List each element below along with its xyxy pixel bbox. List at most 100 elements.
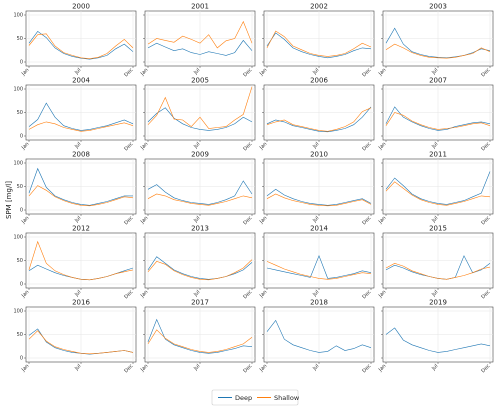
y-axis-label: SPM [mg/l]: [5, 181, 13, 219]
panel-2012: 2012 0 50 100 Jan Jul Dec: [13, 225, 137, 300]
x-tick-label: Dec: [480, 215, 491, 226]
x-tick-label: Jul: [430, 363, 439, 372]
y-tick-label: 100: [13, 161, 23, 167]
x-tick-label: Jan: [20, 215, 30, 225]
panel-title: 2011: [429, 151, 447, 159]
panel-2016: 2016 0 50 100 Jan Jul Dec: [13, 299, 137, 374]
panel-2007: 2007 Jan Jul Dec: [377, 77, 494, 152]
x-tick-label: Jan: [377, 67, 387, 77]
panel-2002: 2002 Jan Jul Dec: [258, 3, 375, 78]
x-tick-label: Jan: [258, 67, 268, 77]
x-tick-label: Jan: [377, 289, 387, 299]
series-shallow-line: [266, 261, 372, 280]
series-shallow-line: [28, 33, 134, 60]
x-tick-label: Dec: [123, 363, 134, 374]
y-tick-label: 0: [20, 356, 23, 362]
series-deep-line: [266, 106, 372, 133]
series-deep-line: [266, 254, 372, 279]
panel-title: 2016: [72, 299, 90, 307]
x-tick-label: Dec: [123, 215, 134, 226]
x-tick-label: Jul: [311, 67, 320, 76]
series-deep-line: [385, 27, 491, 59]
x-tick-label: Jul: [430, 215, 439, 224]
series-shallow-line: [266, 107, 372, 132]
x-tick-label: Jan: [258, 215, 268, 225]
panel-title: 2013: [191, 225, 209, 233]
x-tick-label: Dec: [480, 363, 491, 374]
series-shallow-line: [266, 193, 372, 207]
panel-title: 2005: [191, 77, 209, 85]
x-tick-label: Dec: [361, 141, 372, 152]
x-tick-label: Jan: [139, 141, 149, 151]
x-tick-label: Jan: [258, 363, 268, 373]
panel-title: 2008: [72, 151, 90, 159]
panel-title: 2018: [310, 299, 328, 307]
x-tick-label: Dec: [480, 67, 491, 78]
series-deep-line: [28, 102, 134, 131]
x-tick-label: Dec: [242, 215, 253, 226]
x-tick-label: Dec: [123, 67, 134, 78]
series-deep-line: [385, 106, 491, 131]
x-tick-label: Jul: [73, 363, 82, 372]
x-tick-label: Jan: [258, 141, 268, 151]
panel-2006: 2006 Jan Jul Dec: [258, 77, 375, 152]
x-tick-label: Jul: [311, 289, 320, 298]
x-tick-label: Jul: [192, 141, 201, 150]
series-deep-line: [385, 171, 491, 205]
series-shallow-line: [385, 43, 491, 59]
x-tick-label: Jul: [430, 289, 439, 298]
series-shallow-line: [147, 259, 253, 281]
panels-grid: 2000 0 50 100 Jan Jul Dec 2001 Jan Jul Dec 2002 Jan J…: [13, 3, 494, 374]
panel-2009: 2009 Jan Jul Dec: [139, 151, 256, 226]
panel-2008: 2008 0 50 100 Jan Jul Dec: [13, 151, 137, 226]
panel-2010: 2010 Jan Jul Dec: [258, 151, 375, 226]
x-tick-label: Jul: [73, 215, 82, 224]
panel-2015: 2015 Jan Jul Dec: [377, 225, 494, 300]
panel-2005: 2005 Jan Jul Dec: [139, 77, 256, 152]
y-tick-label: 100: [13, 87, 23, 93]
panel-title: 2007: [429, 77, 447, 85]
series-deep-line: [147, 256, 253, 280]
x-tick-label: Jan: [258, 289, 268, 299]
x-tick-label: Jan: [377, 363, 387, 373]
series-deep-line: [266, 188, 372, 206]
panel-title: 2004: [72, 77, 90, 85]
series-deep-line: [28, 30, 134, 60]
series-shallow-line: [147, 329, 253, 353]
series-shallow-line: [147, 20, 253, 49]
x-tick-label: Jan: [20, 289, 30, 299]
series-shallow-line: [147, 193, 253, 206]
x-tick-label: Dec: [242, 363, 253, 374]
panel-2017: 2017 Jan Jul Dec: [139, 299, 256, 374]
series-deep-line: [147, 107, 253, 131]
x-tick-label: Dec: [361, 215, 372, 226]
x-tick-label: Jan: [20, 141, 30, 151]
x-tick-label: Dec: [242, 67, 253, 78]
panel-title: 2003: [429, 3, 447, 11]
x-tick-label: Jan: [377, 215, 387, 225]
legend-frame: [211, 389, 299, 406]
y-tick-label: 0: [20, 134, 23, 140]
x-tick-label: Jul: [311, 215, 320, 224]
x-tick-label: Jul: [192, 67, 201, 76]
x-tick-label: Jul: [192, 363, 201, 372]
series-shallow-line: [28, 240, 134, 281]
series-shallow-line: [385, 181, 491, 206]
panel-title: 2012: [72, 225, 90, 233]
x-tick-label: Jul: [73, 67, 82, 76]
x-tick-label: Jul: [311, 363, 320, 372]
x-tick-label: Jul: [311, 141, 320, 150]
series-deep-line: [28, 167, 133, 206]
x-tick-label: Jan: [139, 289, 149, 299]
x-tick-label: Jul: [430, 141, 439, 150]
x-tick-label: Dec: [123, 141, 134, 152]
panel-title: 2009: [191, 151, 209, 159]
y-tick-label: 50: [17, 36, 23, 42]
y-tick-label: 100: [13, 13, 23, 19]
y-tick-label: 50: [17, 332, 23, 338]
y-tick-label: 50: [17, 110, 23, 116]
series-shallow-line: [28, 330, 134, 355]
panel-2004: 2004 0 50 100 Jan Jul Dec: [13, 77, 137, 152]
legend-deep-label: Deep: [235, 394, 252, 402]
